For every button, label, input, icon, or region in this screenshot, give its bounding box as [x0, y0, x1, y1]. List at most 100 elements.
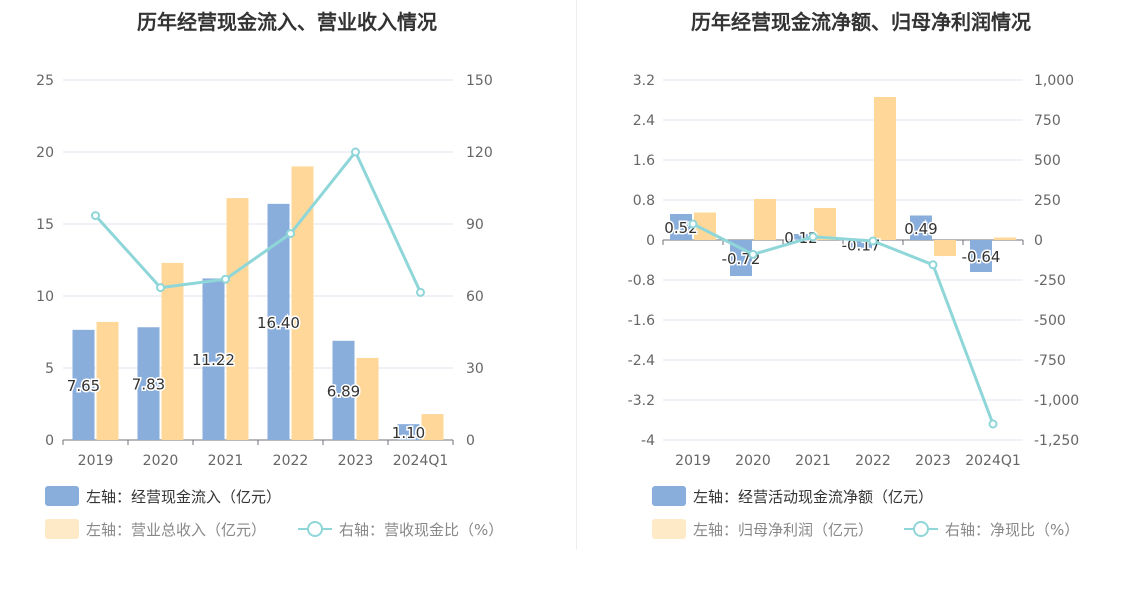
x-tick-label: 2021	[208, 453, 244, 469]
legend-label: 左轴：经营活动现金流净额（亿元）	[693, 488, 933, 506]
legend-swatch	[652, 486, 686, 506]
line-series	[94, 149, 422, 294]
line-point	[286, 229, 295, 239]
bar-secondary	[874, 97, 896, 240]
bar-secondary	[754, 199, 776, 240]
y-left-tick-label: 2.4	[633, 113, 655, 129]
bar-secondary	[421, 414, 444, 440]
y-right-tick-label: 30	[466, 361, 484, 377]
legend-label: 左轴：营业总收入（亿元）	[86, 521, 266, 539]
data-label: 11.22	[192, 351, 235, 369]
y-left-tick-label: 0	[646, 233, 655, 249]
x-tick-label: 2020	[735, 453, 771, 469]
y-left-tick-label: 1.6	[633, 153, 655, 169]
y-left-tick-label: -3.2	[628, 393, 655, 409]
bar-primary	[910, 215, 932, 240]
data-label: 0.49	[904, 220, 937, 238]
y-left-tick-label: -4	[641, 433, 655, 449]
line-series	[692, 222, 995, 425]
bar-primary	[397, 424, 420, 440]
y-right-tick-label: 60	[466, 289, 484, 305]
legend-label: 右轴：营收现金比（%）	[339, 521, 503, 539]
y-right-tick-label: 90	[466, 217, 484, 233]
line-point	[808, 232, 818, 242]
chart-panel-netcash-profit: 历年经营现金流净额、归母净利润情况 -4 -3.2 -2.4 -1.6 -0.8 0 0.8…	[574, 0, 1148, 589]
y-left-tick-label: 0	[45, 433, 54, 449]
y-right-tick-label: 1,000	[1034, 73, 1074, 89]
bar-secondary	[814, 208, 836, 240]
chart-panel-cashflow-revenue: 历年经营现金流入、营业收入情况 0 5 10 15 20 25 0 30 60 90 120 150 2…	[36, 10, 503, 539]
data-label: -0.64	[962, 248, 1001, 266]
legend-label: 左轴：经营现金流入（亿元）	[86, 488, 281, 506]
y-right-tick-label: 500	[1034, 153, 1061, 169]
x-tick-label: 2022	[855, 453, 891, 469]
line-point	[868, 236, 878, 246]
bar-primary	[790, 234, 812, 240]
bar-primary	[72, 329, 95, 440]
bar-secondary	[226, 198, 249, 440]
x-tick-label: 2019	[78, 453, 114, 469]
line-point	[688, 219, 698, 229]
x-tick-label: 2022	[273, 453, 309, 469]
bar-secondary	[934, 240, 956, 256]
bar-primary	[670, 214, 692, 240]
chart-title: 历年经营现金流净额、归母净利润情况	[691, 10, 1031, 34]
legend-marker-icon	[913, 521, 929, 537]
netcash-profit-chart: -4 -3.2 -2.4 -1.6 -0.8 0 0.8 1.6 2.4 3.2 -1,250 -1,…	[628, 73, 1079, 539]
bar-primary	[267, 203, 290, 440]
y-right-tick-label: -1,250	[1034, 433, 1079, 449]
line-point	[988, 419, 998, 429]
bar-primary	[137, 327, 160, 440]
y-right-tick-label: -500	[1034, 313, 1066, 329]
plot-group: -4 -3.2 -2.4 -1.6 -0.8 0 0.8 1.6 2.4 3.2 -1,250 -1,…	[628, 73, 1079, 539]
bar-primary	[730, 240, 752, 276]
bar-secondary	[994, 237, 1016, 240]
legend-swatch	[45, 519, 79, 539]
bar-primary	[970, 240, 992, 272]
y-left-tick-label: -2.4	[628, 353, 655, 369]
line-point	[416, 287, 425, 297]
y-left-tick-label: 10	[36, 289, 54, 305]
y-left-tick-label: 5	[45, 361, 54, 377]
bar-secondary	[291, 166, 314, 440]
legend-marker-icon	[307, 521, 323, 537]
bar-primary	[332, 340, 355, 440]
data-label: 7.83	[132, 376, 165, 394]
y-right-tick-label: 120	[466, 145, 493, 161]
y-left-tick-label: 20	[36, 145, 54, 161]
y-right-tick-label: 0	[1034, 233, 1043, 249]
y-left-tick-label: -0.8	[628, 273, 655, 289]
line-point	[928, 260, 938, 270]
data-label: 7.65	[67, 377, 100, 395]
line-point	[748, 249, 758, 259]
line-point	[91, 211, 100, 221]
bar-primary	[850, 240, 872, 249]
chart-title: 历年经营现金流入、营业收入情况	[137, 10, 437, 34]
cashflow-revenue-chart: 0 5 10 15 20 25 0 30 60 90 120 150 2019 2020 2021 2022 2…	[36, 73, 503, 539]
y-right-tick-label: 250	[1034, 193, 1061, 209]
y-right-tick-label: 750	[1034, 113, 1061, 129]
bar-secondary	[161, 262, 184, 440]
y-left-tick-label: -1.6	[628, 313, 655, 329]
y-right-tick-label: -1,000	[1034, 393, 1079, 409]
x-tick-label: 2021	[795, 453, 831, 469]
legend-swatch	[652, 519, 686, 539]
x-tick-label: 2019	[675, 453, 711, 469]
x-tick-label: 2023	[915, 453, 951, 469]
legend-label: 右轴：净现比（%）	[945, 521, 1079, 539]
y-right-tick-label: -250	[1034, 273, 1066, 289]
bar-primary	[202, 278, 225, 440]
line-point	[156, 283, 165, 293]
data-label: 16.40	[257, 314, 300, 332]
y-left-tick-label: 3.2	[633, 73, 655, 89]
legend-swatch	[45, 486, 79, 506]
bar-secondary	[356, 357, 379, 440]
x-tick-label: 2024Q1	[393, 453, 449, 469]
data-label: 1.10	[392, 424, 425, 442]
y-left-tick-label: 25	[36, 73, 54, 89]
y-right-tick-label: -750	[1034, 353, 1066, 369]
x-tick-label: 2024Q1	[965, 453, 1021, 469]
panel-divider	[576, 0, 577, 550]
y-left-tick-label: 15	[36, 217, 54, 233]
legend-label: 左轴：归母净利润（亿元）	[693, 521, 873, 539]
